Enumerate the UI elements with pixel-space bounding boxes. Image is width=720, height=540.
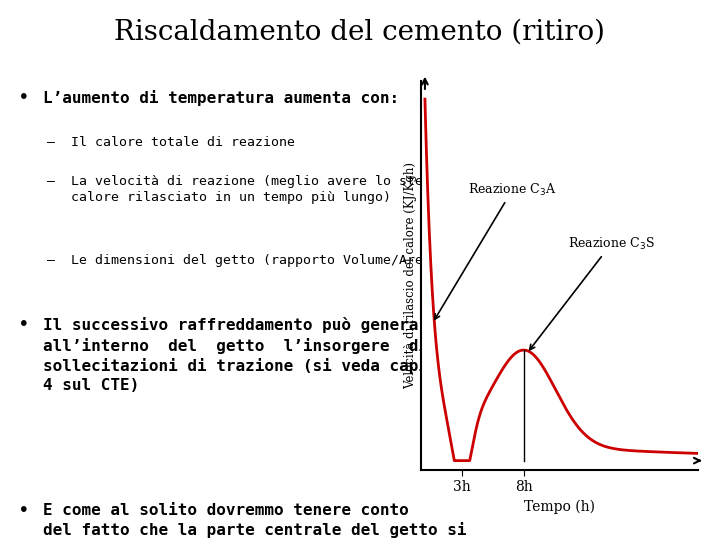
- Text: –: –: [47, 176, 55, 188]
- Text: Il calore totale di reazione: Il calore totale di reazione: [71, 136, 294, 149]
- Text: L’aumento di temperatura aumenta con:: L’aumento di temperatura aumenta con:: [43, 90, 399, 105]
- Text: •: •: [19, 317, 29, 332]
- Text: La velocità di reazione (meglio avere lo stesso
calore rilasciato in un tempo pi: La velocità di reazione (meglio avere lo…: [71, 176, 446, 205]
- Text: Reazione C$_3$A: Reazione C$_3$A: [435, 181, 557, 319]
- Text: Il successivo raffreddamento può generare
all’interno  del  getto  l’insorgere  : Il successivo raffreddamento può generar…: [43, 317, 467, 393]
- X-axis label: Tempo (h): Tempo (h): [524, 500, 595, 514]
- Text: •: •: [19, 503, 29, 518]
- Text: E come al solito dovremmo tenere conto
del fatto che la parte centrale del getto: E come al solito dovremmo tenere conto d…: [43, 503, 467, 540]
- Y-axis label: Velocità di rilascio del calore (KJ/Kgh): Velocità di rilascio del calore (KJ/Kgh): [404, 162, 417, 389]
- Text: Riscaldamento del cemento (ritiro): Riscaldamento del cemento (ritiro): [114, 19, 606, 46]
- Text: •: •: [19, 90, 29, 105]
- Text: Le dimensioni del getto (rapporto Volume/Area): Le dimensioni del getto (rapporto Volume…: [71, 254, 438, 267]
- Text: –: –: [47, 136, 55, 149]
- Text: Reazione C$_3$S: Reazione C$_3$S: [530, 235, 655, 350]
- Text: –: –: [47, 254, 55, 267]
